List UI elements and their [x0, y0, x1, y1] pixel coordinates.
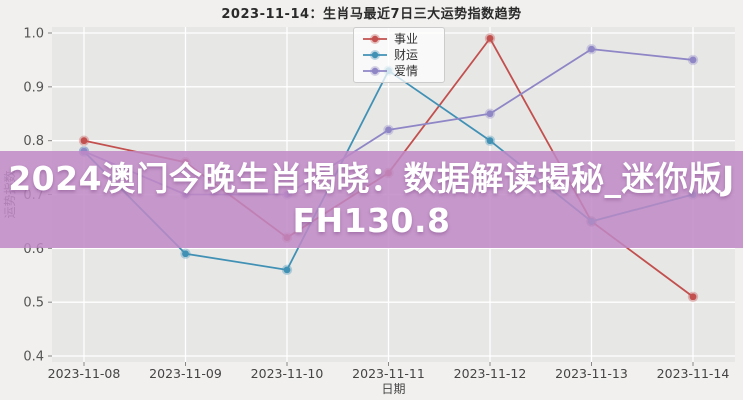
x-axis-label: 日期 [381, 382, 405, 396]
x-tick-label: 2023-11-12 [454, 366, 527, 381]
data-point-爱情 [588, 45, 595, 53]
y-tick-label: 0.9 [23, 80, 44, 95]
watermark-text-line2: FH130.8 [292, 200, 451, 240]
legend-item-财运: 财运 [362, 48, 436, 62]
watermark-banner: 2024澳门今晚生肖揭晓：数据解读揭秘_迷你版J FH130.8 [0, 151, 743, 248]
data-point-事业 [486, 34, 494, 42]
legend-line-marker-icon [363, 50, 387, 60]
legend-item-事业: 事业 [362, 32, 436, 46]
legend-item-爱情: 爱情 [362, 64, 436, 78]
legend-label: 事业 [394, 32, 419, 46]
x-tick-label: 2023-11-09 [149, 366, 222, 381]
watermark-text-line1: 2024澳门今晚生肖揭晓：数据解读揭秘_迷你版J [8, 159, 735, 199]
legend-label: 爱情 [394, 64, 419, 78]
chart-legend: 事业 财运 爱情 [353, 27, 445, 83]
legend-line-marker-icon [363, 34, 387, 44]
data-point-爱情 [689, 56, 697, 64]
y-tick-label: 0.8 [23, 134, 44, 149]
x-tick-label: 2023-11-14 [657, 366, 730, 381]
legend-label: 财运 [394, 48, 419, 62]
data-point-财运 [283, 266, 291, 274]
x-tick-label: 2023-11-11 [352, 366, 425, 381]
chart-title: 2023-11-14：生肖马最近7日三大运势指数趋势 [221, 7, 522, 22]
data-point-财运 [486, 137, 494, 145]
x-tick-label: 2023-11-13 [555, 366, 628, 381]
y-tick-label: 1.0 [23, 27, 44, 42]
y-tick-label: 0.4 [23, 350, 44, 365]
data-point-爱情 [385, 126, 392, 134]
data-point-财运 [182, 250, 189, 258]
data-point-事业 [80, 137, 88, 145]
y-tick-label: 0.5 [23, 296, 44, 311]
data-point-事业 [689, 293, 697, 301]
data-point-爱情 [486, 110, 494, 118]
x-tick-label: 2023-11-10 [251, 366, 324, 381]
legend-line-marker-icon [363, 66, 387, 76]
x-tick-label: 2023-11-08 [48, 366, 121, 381]
